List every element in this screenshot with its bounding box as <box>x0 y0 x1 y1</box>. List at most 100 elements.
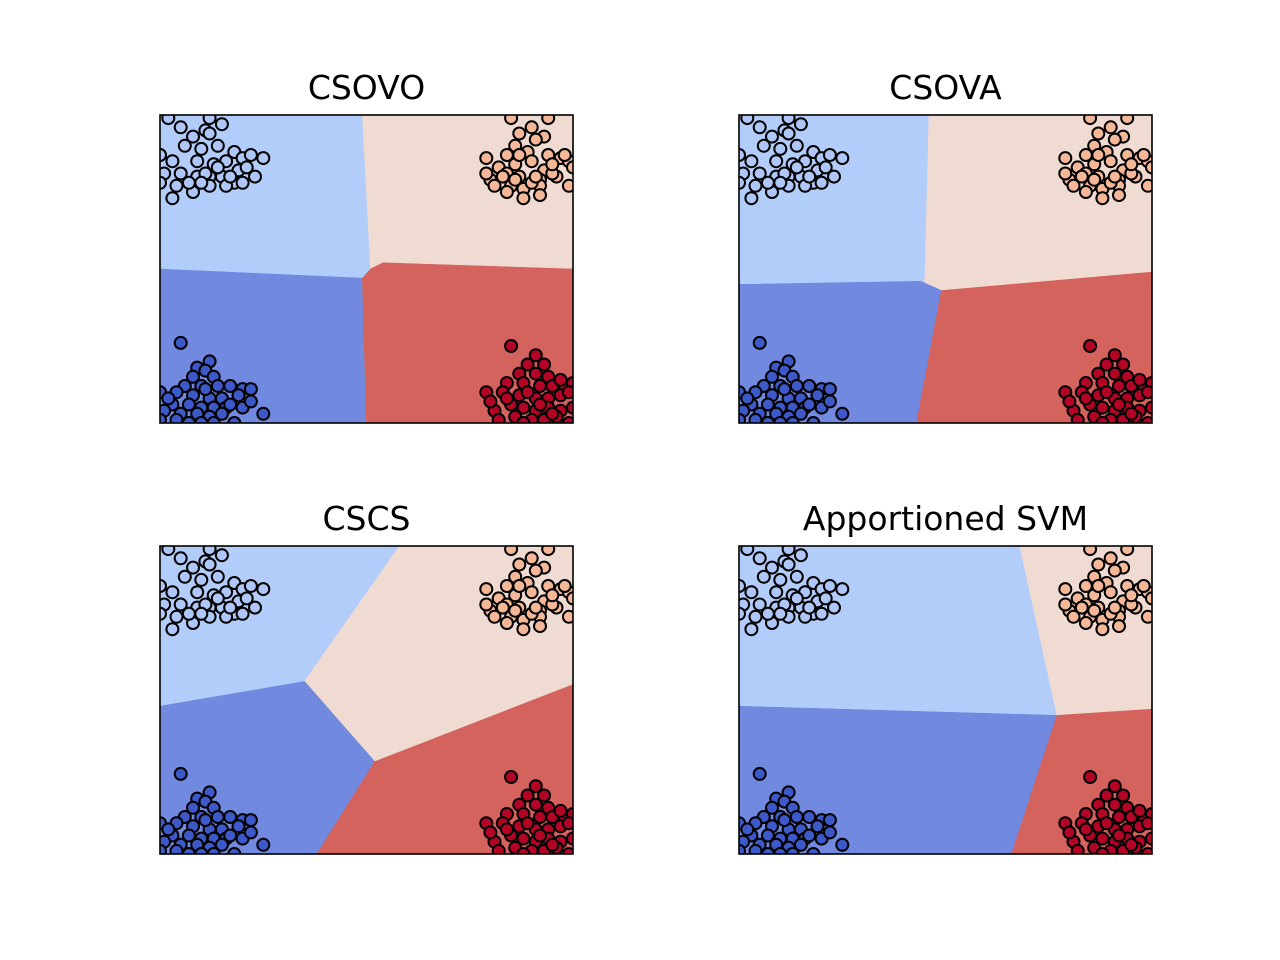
point-peach <box>1145 160 1152 175</box>
point-red <box>499 391 514 406</box>
point-light-blue <box>769 154 784 169</box>
point-peach <box>533 619 547 634</box>
point-light-blue <box>789 138 804 153</box>
point-dark-blue <box>194 416 209 423</box>
point-red <box>491 843 506 854</box>
point-red <box>483 825 498 840</box>
axes-frame <box>159 545 574 855</box>
point-peach <box>1124 588 1139 603</box>
point-peach <box>1107 600 1122 615</box>
point-red <box>1107 348 1122 363</box>
scatter-points <box>739 546 1152 854</box>
point-light-blue <box>739 606 746 621</box>
point-red <box>1132 803 1147 818</box>
point-dark-blue <box>760 847 775 854</box>
point-dark-blue <box>822 394 837 409</box>
point-light-blue <box>781 557 796 572</box>
point-light-blue <box>165 622 180 637</box>
point-light-blue <box>835 582 850 597</box>
point-dark-blue <box>739 412 746 423</box>
point-dark-blue <box>748 843 763 854</box>
point-peach <box>528 600 543 615</box>
point-light-blue <box>194 141 209 156</box>
point-red <box>504 339 519 353</box>
point-peach <box>1136 148 1151 162</box>
point-light-blue <box>161 115 176 126</box>
point-peach <box>528 132 543 147</box>
point-peach <box>541 546 556 557</box>
point-light-blue <box>223 600 238 615</box>
point-red <box>1095 416 1110 423</box>
point-red <box>528 348 543 363</box>
point-light-blue <box>765 560 779 575</box>
point-red <box>1078 391 1093 406</box>
point-light-blue <box>165 191 180 206</box>
point-light-blue <box>739 579 746 593</box>
point-red <box>1116 788 1131 803</box>
point-light-blue <box>165 154 180 169</box>
point-red <box>553 372 568 387</box>
point-peach <box>1066 178 1081 193</box>
point-dark-blue <box>760 828 775 843</box>
point-peach <box>1074 169 1089 184</box>
point-peach <box>545 157 560 172</box>
point-red <box>537 357 552 372</box>
point-dark-blue <box>773 416 788 423</box>
point-peach <box>533 188 547 203</box>
point-dark-blue <box>186 800 200 815</box>
point-dark-blue <box>214 837 229 852</box>
point-red <box>1095 831 1110 846</box>
point-dark-blue <box>227 847 242 854</box>
point-light-blue <box>748 178 763 193</box>
point-light-blue <box>802 600 817 615</box>
point-light-blue <box>789 591 804 606</box>
point-peach <box>479 166 494 181</box>
point-light-blue <box>202 115 217 126</box>
point-dark-blue <box>256 406 271 421</box>
point-red <box>533 379 547 393</box>
point-dark-blue <box>243 394 258 409</box>
point-light-blue <box>214 117 229 132</box>
point-peach <box>1058 582 1073 597</box>
point-dark-blue <box>760 416 775 423</box>
scatter-points <box>160 115 573 423</box>
scatter-points <box>739 115 1152 423</box>
point-light-blue <box>243 579 258 593</box>
point-light-blue <box>214 548 229 563</box>
point-light-blue <box>740 115 755 126</box>
point-light-blue <box>739 148 746 162</box>
point-light-blue <box>769 585 784 600</box>
point-light-blue <box>827 169 841 184</box>
point-peach <box>566 591 573 606</box>
point-peach <box>479 597 494 612</box>
point-peach <box>1083 546 1098 557</box>
point-peach <box>524 585 539 600</box>
point-dark-blue <box>802 397 817 412</box>
panel-title: Apportioned SVM <box>803 499 1088 538</box>
point-peach <box>1103 154 1118 169</box>
point-light-blue <box>243 148 258 162</box>
point-dark-blue <box>806 847 821 854</box>
point-red <box>1099 357 1114 372</box>
point-light-blue <box>773 175 788 190</box>
point-light-blue <box>160 579 167 593</box>
point-red <box>561 385 573 400</box>
point-dark-blue <box>822 825 837 840</box>
point-dark-blue <box>161 391 176 406</box>
point-dark-blue <box>231 388 246 403</box>
point-peach <box>499 616 514 630</box>
point-light-blue <box>202 126 217 141</box>
point-peach <box>516 622 531 637</box>
point-red <box>1132 372 1147 387</box>
point-peach <box>541 115 556 126</box>
point-dark-blue <box>181 847 196 854</box>
point-red <box>516 400 531 415</box>
point-red <box>1124 406 1139 421</box>
point-dark-blue <box>231 819 246 834</box>
point-red <box>520 357 535 372</box>
point-dark-blue <box>752 766 767 781</box>
point-light-blue <box>239 160 254 175</box>
point-peach <box>1087 603 1102 618</box>
point-dark-blue <box>806 416 821 423</box>
point-peach <box>499 185 514 199</box>
